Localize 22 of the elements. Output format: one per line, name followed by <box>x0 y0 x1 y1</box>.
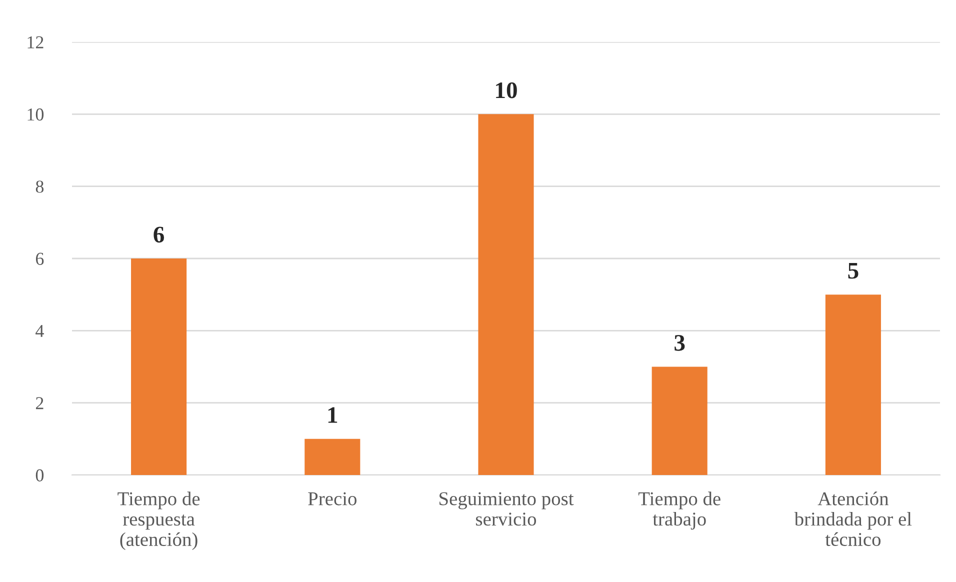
x-tick-label: Atención brindada por el técnico <box>794 492 912 546</box>
y-tick-label: 8 <box>36 180 44 193</box>
bar <box>131 258 187 475</box>
bar <box>304 438 360 475</box>
x-tick-label: Tiempo de respuesta (atención) <box>118 492 200 550</box>
data-label: 3 <box>674 334 685 351</box>
data-label: 5 <box>848 262 858 279</box>
data-label: 1 <box>328 407 338 423</box>
bar <box>825 294 881 475</box>
y-tick-label: 4 <box>36 325 44 337</box>
bar <box>478 114 534 475</box>
x-tick-label: Tiempo de trabajo <box>638 492 720 530</box>
y-tick-label: 6 <box>36 252 44 265</box>
data-label: 10 <box>496 82 517 98</box>
y-tick-label: 12 <box>28 36 44 48</box>
x-tick-label: Seguimiento post servicio <box>440 492 574 526</box>
y-tick-label: 2 <box>36 397 44 410</box>
bar <box>652 366 708 475</box>
x-tick-label: Precio <box>308 492 356 506</box>
data-label: 6 <box>154 226 164 243</box>
y-tick-label: 0 <box>36 469 44 482</box>
y-tick-label: 10 <box>28 108 44 121</box>
